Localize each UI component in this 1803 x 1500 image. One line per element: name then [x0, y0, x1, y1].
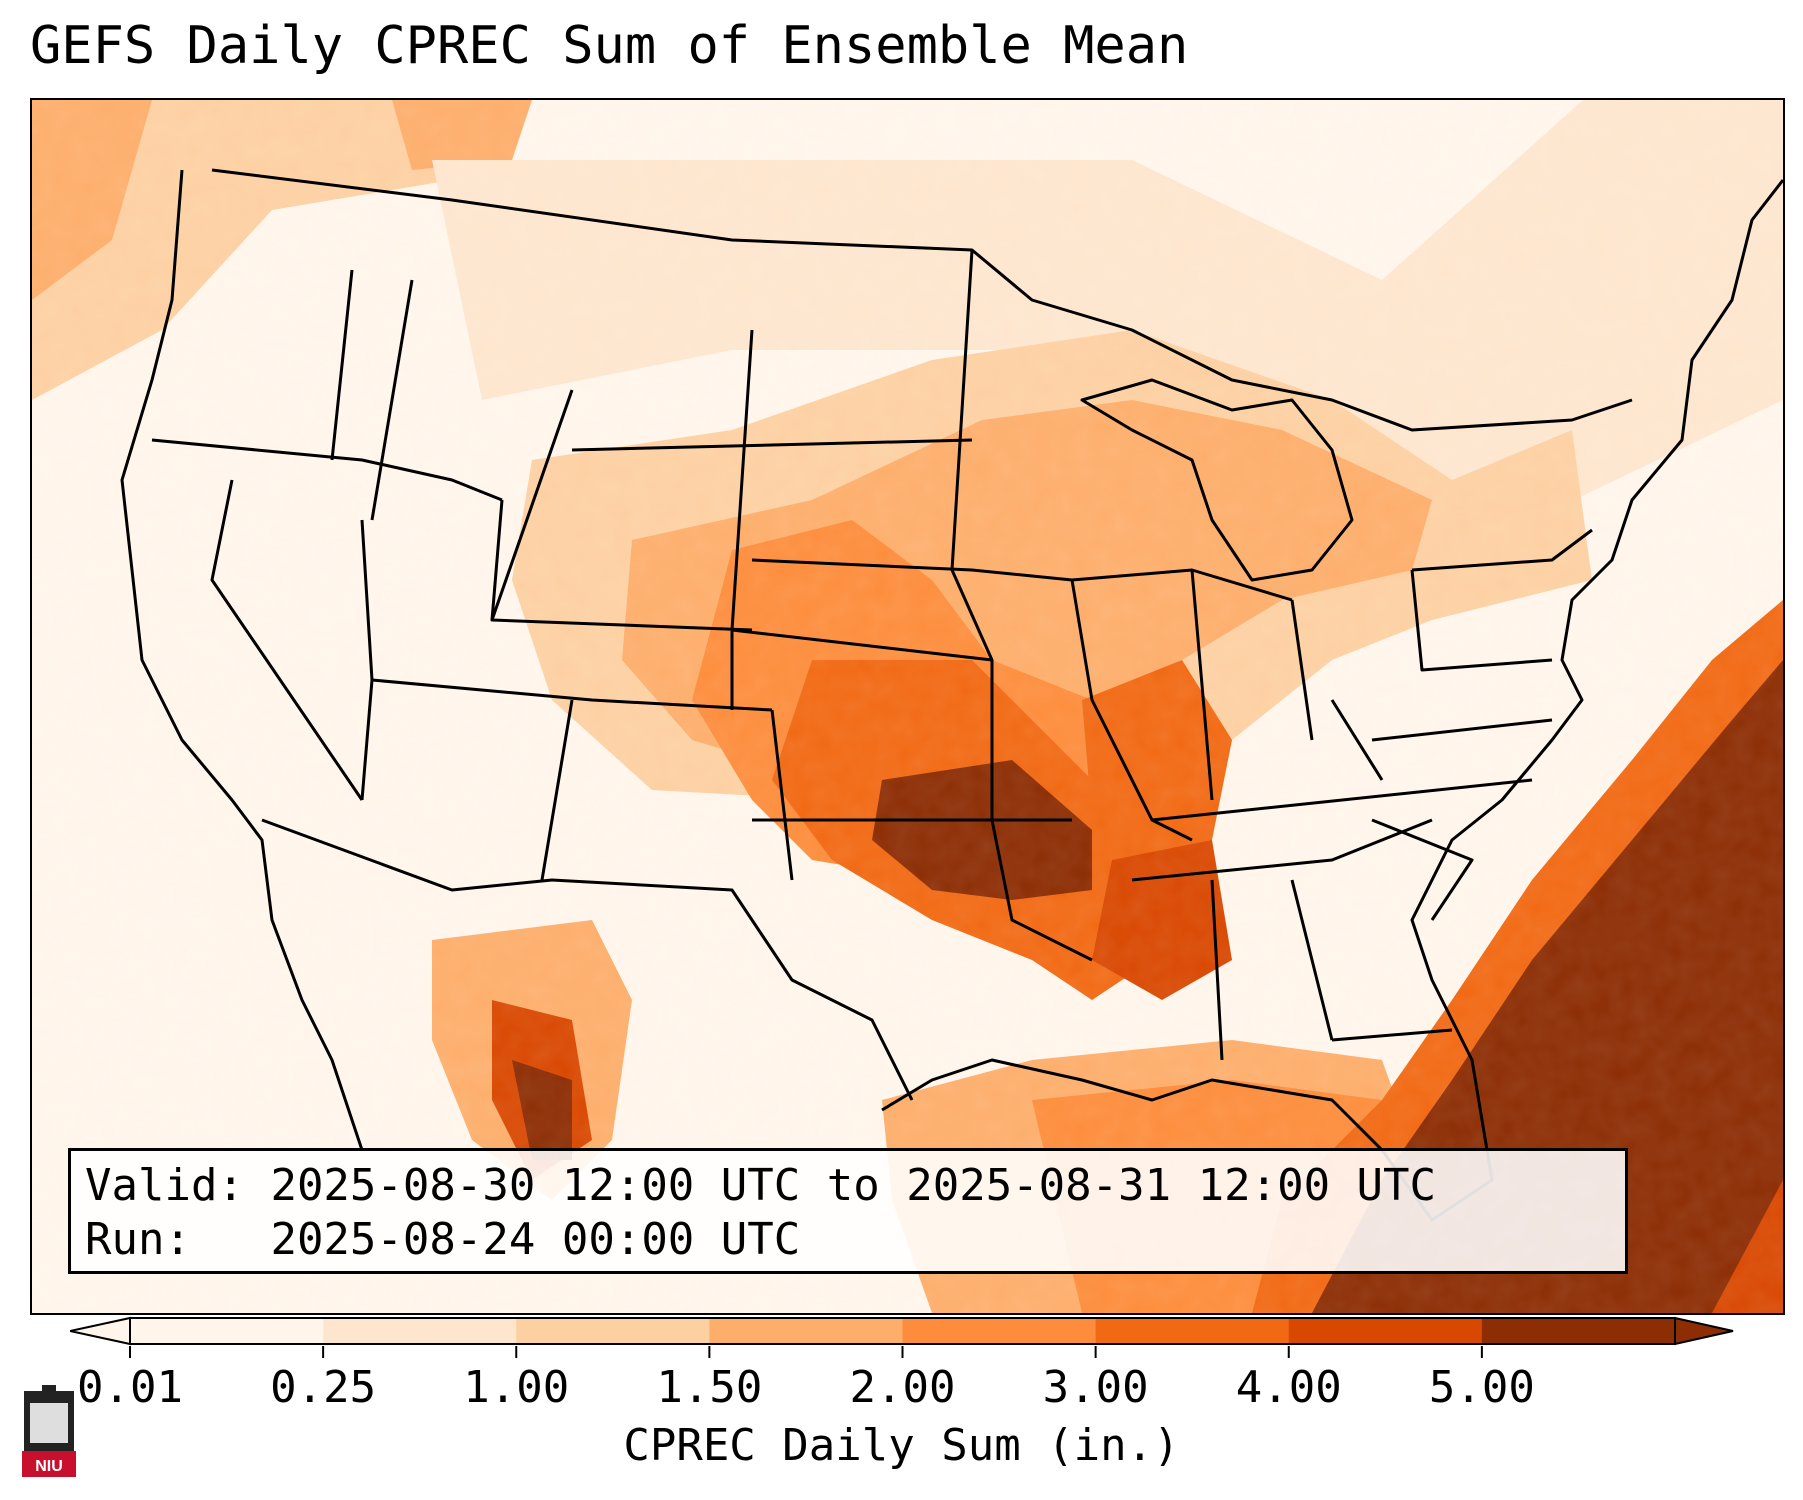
map-title: GEFS Daily CPREC Sum of Ensemble Mean: [30, 16, 1189, 76]
state-line-or-id: [151, 438, 503, 502]
precip-texture: [32, 100, 1783, 1313]
state-line-sd-ne: [751, 558, 1073, 582]
map-canvas: [32, 100, 1783, 1313]
colorbar-cell: [1481, 1318, 1676, 1344]
east-coast: [881, 179, 1783, 1222]
colorbar-label: CPREC Daily Sum (in.): [623, 1420, 1180, 1471]
colorbar-outline: [129, 1317, 1676, 1345]
canada-border: [211, 168, 1633, 432]
state-line-al-ga: [1290, 879, 1334, 1041]
colorbar-cell: [1095, 1318, 1290, 1344]
colorbar-ticks: [0, 1346, 1803, 1406]
state-line-in-oh: [1290, 599, 1314, 741]
state-line-wv: [1330, 699, 1384, 781]
run-value: 2025-08-24 00:00 UTC: [270, 1214, 801, 1265]
colorbar-cell: [709, 1318, 903, 1344]
valid-label: Valid:: [85, 1160, 244, 1211]
colorbar-tick-label: 0.01: [77, 1362, 183, 1413]
colorbar-tick-label: 0.25: [270, 1362, 377, 1413]
state-line-wy-west: [490, 389, 574, 621]
state-line-sc: [1371, 818, 1474, 921]
state-line-nm-east: [770, 709, 794, 881]
mexico-border: [261, 818, 914, 1101]
colorbar-tick-label: 3.00: [1042, 1362, 1149, 1413]
colorbar-tick-label: 5.00: [1428, 1362, 1535, 1413]
colorbar-tick-label: 2.00: [849, 1362, 956, 1413]
precipitation-map: [30, 98, 1785, 1315]
colorbar-tick-label: 1.50: [656, 1362, 763, 1413]
state-line-nv: [210, 479, 364, 801]
run-label: Run:: [85, 1214, 191, 1265]
state-line-mo-east: [1070, 579, 1193, 842]
state-line-ar: [990, 819, 1093, 962]
great-lakes: [1080, 378, 1354, 582]
state-line-az-nm: [540, 699, 574, 881]
state-line-tn-north: [1151, 778, 1533, 822]
colorbar-extend-min: [70, 1316, 131, 1346]
colorbar-cell: [516, 1318, 710, 1344]
state-line-fl: [1331, 1028, 1453, 1042]
state-line-ms-al: [1210, 879, 1224, 1061]
state-line-mt-sd: [571, 438, 973, 452]
state-line-il-in: [1190, 569, 1214, 801]
colorbar-cell: [902, 1318, 1097, 1344]
valid-value: 2025-08-30 12:00 UTC to 2025-08-31 12:00…: [270, 1160, 1437, 1211]
west-coast: [120, 169, 364, 1151]
boundaries: [120, 168, 1783, 1222]
valid-run-info-box: Valid: 2025-08-30 12:00 UTC to 2025-08-3…: [68, 1148, 1628, 1274]
colorbar-extend-max: [1674, 1316, 1734, 1346]
state-line-tn-south: [1131, 818, 1433, 882]
colorbar-cell: [130, 1318, 324, 1344]
colorbar-tick-label: 1.00: [463, 1362, 570, 1413]
niu-logo: NIU: [22, 1385, 76, 1477]
state-line-az-north: [371, 678, 773, 712]
colorbar-tick-label: 4.00: [1235, 1362, 1342, 1413]
state-line-ne-ks: [731, 628, 993, 662]
state-line-mt-west: [370, 279, 414, 521]
colorbar-cell: [323, 1318, 517, 1344]
colorbar-cell: [1288, 1318, 1483, 1344]
svg-text:NIU: NIU: [35, 1458, 63, 1475]
state-line-wa-id: [330, 269, 354, 461]
state-line-pa-ny: [1411, 528, 1593, 572]
precip-field: [32, 100, 1783, 1313]
state-line-pa: [1410, 569, 1553, 672]
state-line-mn: [950, 249, 994, 820]
colorbar: [70, 1316, 1734, 1346]
state-line-va-nc: [1371, 718, 1553, 742]
